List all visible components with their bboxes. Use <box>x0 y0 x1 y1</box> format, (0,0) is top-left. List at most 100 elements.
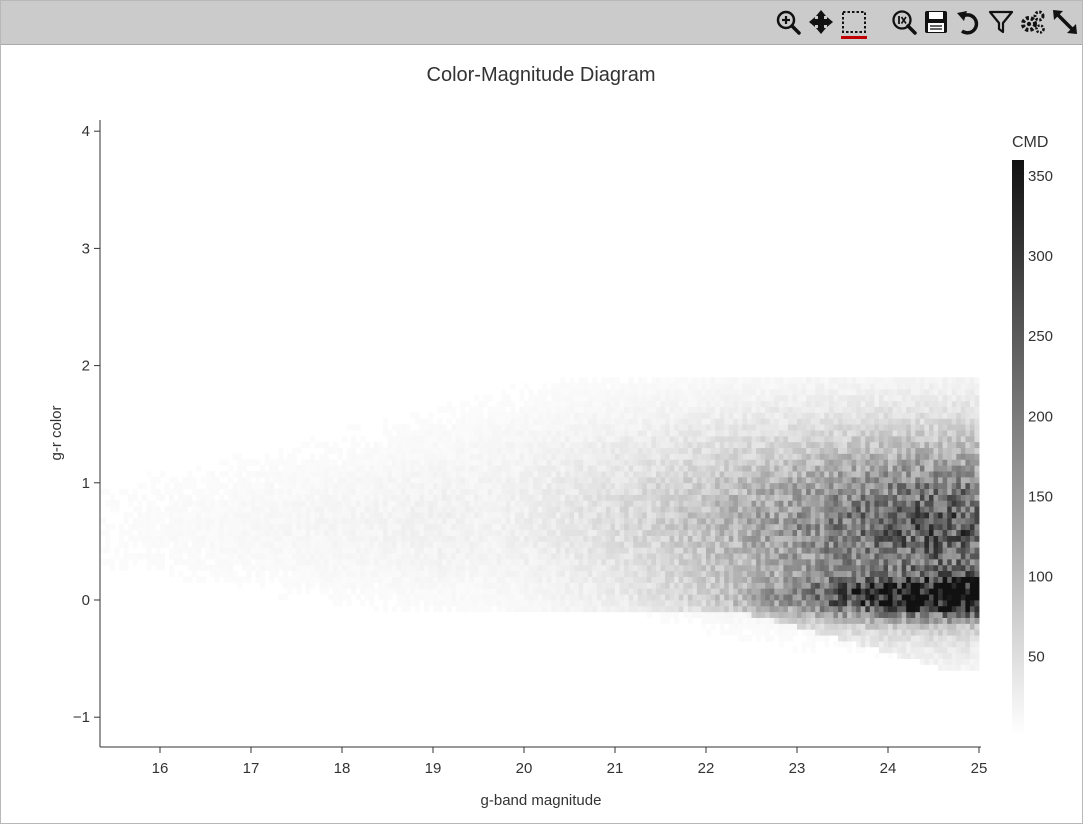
box-select-button[interactable] <box>839 5 869 39</box>
reset-zoom-button[interactable] <box>889 5 919 39</box>
heatmap-cell <box>114 547 120 554</box>
heatmap-cell <box>551 471 557 478</box>
save-button[interactable] <box>921 5 951 39</box>
heatmap-cell <box>797 377 802 384</box>
heatmap-cell <box>806 506 812 513</box>
heatmap-cell <box>464 541 470 548</box>
heatmap-cell <box>419 529 425 536</box>
heatmap-cell <box>542 506 548 513</box>
heatmap-cell <box>605 518 611 525</box>
heatmap-cell <box>437 488 443 495</box>
heatmap-cell <box>282 488 288 495</box>
heatmap-cell <box>724 447 730 454</box>
heatmap-cell <box>396 541 402 548</box>
heatmap-cell <box>510 447 516 454</box>
heatmap-cell <box>819 623 825 630</box>
heatmap-cell <box>319 453 325 460</box>
heatmap-cell <box>401 582 407 589</box>
heatmap-cell <box>533 424 539 431</box>
heatmap-cell <box>310 453 316 460</box>
heatmap-cell <box>269 518 275 525</box>
heatmap-cell <box>414 494 420 501</box>
heatmap-cell <box>756 523 762 531</box>
heatmap-cell <box>319 559 325 566</box>
heatmap-cell <box>765 453 771 460</box>
heatmap-cell <box>665 494 671 501</box>
heatmap-cell <box>619 500 625 507</box>
heatmap-cell <box>806 576 812 583</box>
heatmap-cell <box>323 482 329 490</box>
heatmap-cell <box>824 400 830 408</box>
heatmap-cell <box>332 512 338 519</box>
heatmap-cell <box>410 476 416 484</box>
heatmap-cell <box>369 494 375 501</box>
expand-button[interactable] <box>1050 5 1080 39</box>
heatmap-cell <box>819 594 825 601</box>
heatmap-cell <box>819 494 825 501</box>
heatmap-cell <box>710 623 716 630</box>
heatmap-cell <box>555 582 561 589</box>
heatmap-cell <box>314 512 320 519</box>
heatmap-cell <box>774 383 780 390</box>
heatmap-cell <box>619 518 625 525</box>
heatmap-cell <box>574 570 580 577</box>
heatmap-cell <box>683 541 689 548</box>
heatmap-cell <box>128 500 134 507</box>
heatmap-cell <box>483 488 489 495</box>
heatmap-cell <box>824 471 830 478</box>
heatmap-cell <box>806 400 812 408</box>
heatmap-cell <box>574 424 580 431</box>
heatmap-cell <box>351 441 357 449</box>
heatmap-cell <box>496 400 502 408</box>
reset-button[interactable] <box>953 5 983 39</box>
heatmap-cell <box>797 453 802 460</box>
heatmap-cell <box>100 529 106 536</box>
heatmap-cell <box>132 488 138 495</box>
heatmap-cell <box>437 465 443 472</box>
heatmap-cell <box>615 435 620 443</box>
heatmap-cell <box>760 383 766 390</box>
heatmap-cell <box>724 518 730 525</box>
heatmap-cell <box>578 430 584 437</box>
filter-button[interactable] <box>986 5 1016 39</box>
heatmap-cell <box>578 465 584 472</box>
heatmap-cell <box>774 447 780 454</box>
heatmap-cell <box>292 582 297 589</box>
heatmap-cell <box>824 641 830 648</box>
heatmap-cell <box>373 471 379 478</box>
heatmap-cell <box>492 559 498 566</box>
heatmap-cell <box>596 383 602 390</box>
heatmap-cell <box>451 465 457 472</box>
heatmap-cell <box>565 418 570 425</box>
heatmap-cell <box>360 600 366 607</box>
heatmap-cell <box>728 506 734 513</box>
heatmap-cell <box>264 500 270 507</box>
heatmap-cell <box>260 541 266 548</box>
heatmap-cell <box>719 553 725 560</box>
heatmap-cell <box>451 564 457 572</box>
heatmap-cell <box>483 512 489 519</box>
heatmap-cell <box>724 629 730 636</box>
heatmap-cells[interactable] <box>100 377 980 671</box>
zoom-in-button[interactable] <box>773 5 803 39</box>
heatmap-cell <box>615 453 620 460</box>
heatmap-cell <box>483 605 489 613</box>
heatmap-cell <box>701 611 707 618</box>
settings-button[interactable] <box>1018 5 1048 39</box>
heatmap-cell <box>551 547 557 554</box>
heatmap-cell <box>651 465 657 472</box>
heatmap-cell <box>251 547 256 554</box>
heatmap-cell <box>455 600 461 607</box>
heatmap-cell <box>715 406 721 413</box>
heatmap-cell <box>583 541 589 548</box>
heatmap-cell <box>128 553 134 560</box>
heatmap-cell <box>719 383 725 390</box>
heatmap-cell <box>624 494 630 501</box>
heatmap-cell <box>228 476 234 484</box>
heatmap-cell <box>323 582 329 589</box>
heatmap-cell <box>810 459 816 466</box>
pan-button[interactable] <box>806 5 836 39</box>
heatmap-cell <box>624 582 630 589</box>
heatmap-cell <box>392 500 398 507</box>
heatmap-cell <box>724 377 730 384</box>
